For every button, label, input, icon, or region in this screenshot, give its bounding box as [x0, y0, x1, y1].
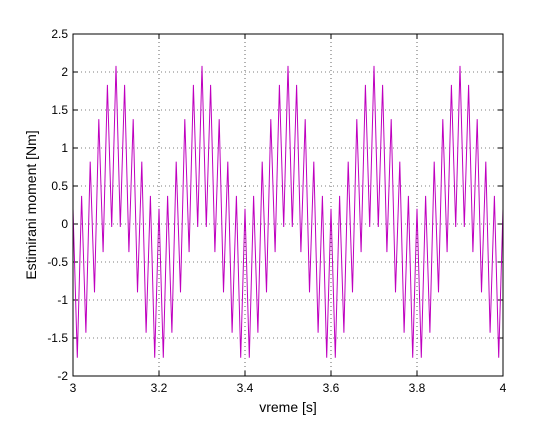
- x-tick-label: 3.4: [237, 381, 254, 395]
- x-tick-label: 3: [70, 381, 77, 395]
- y-axis-label: Estimirani moment [Nm]: [23, 130, 39, 279]
- y-tick-label: -2: [57, 369, 68, 383]
- y-tick-label: -1.5: [47, 331, 68, 345]
- y-tick-label: 0: [61, 217, 68, 231]
- x-tick-label: 3.6: [323, 381, 340, 395]
- y-tick-label: 0.5: [51, 179, 68, 193]
- x-tick-label: 3.8: [409, 381, 426, 395]
- plot-area: [73, 34, 503, 376]
- y-tick-label: 1: [61, 141, 68, 155]
- axes-box: [72, 33, 504, 377]
- x-axis-label: vreme [s]: [259, 399, 317, 415]
- x-tick-label: 4: [500, 381, 507, 395]
- data-line: [72, 65, 504, 358]
- y-tick-label: 1.5: [51, 103, 68, 117]
- y-tick-label: 2.5: [51, 27, 68, 41]
- x-tick-label: 3.2: [151, 381, 168, 395]
- y-tick-label: -0.5: [47, 255, 68, 269]
- y-tick-label: -1: [57, 293, 68, 307]
- y-tick-label: 2: [61, 65, 68, 79]
